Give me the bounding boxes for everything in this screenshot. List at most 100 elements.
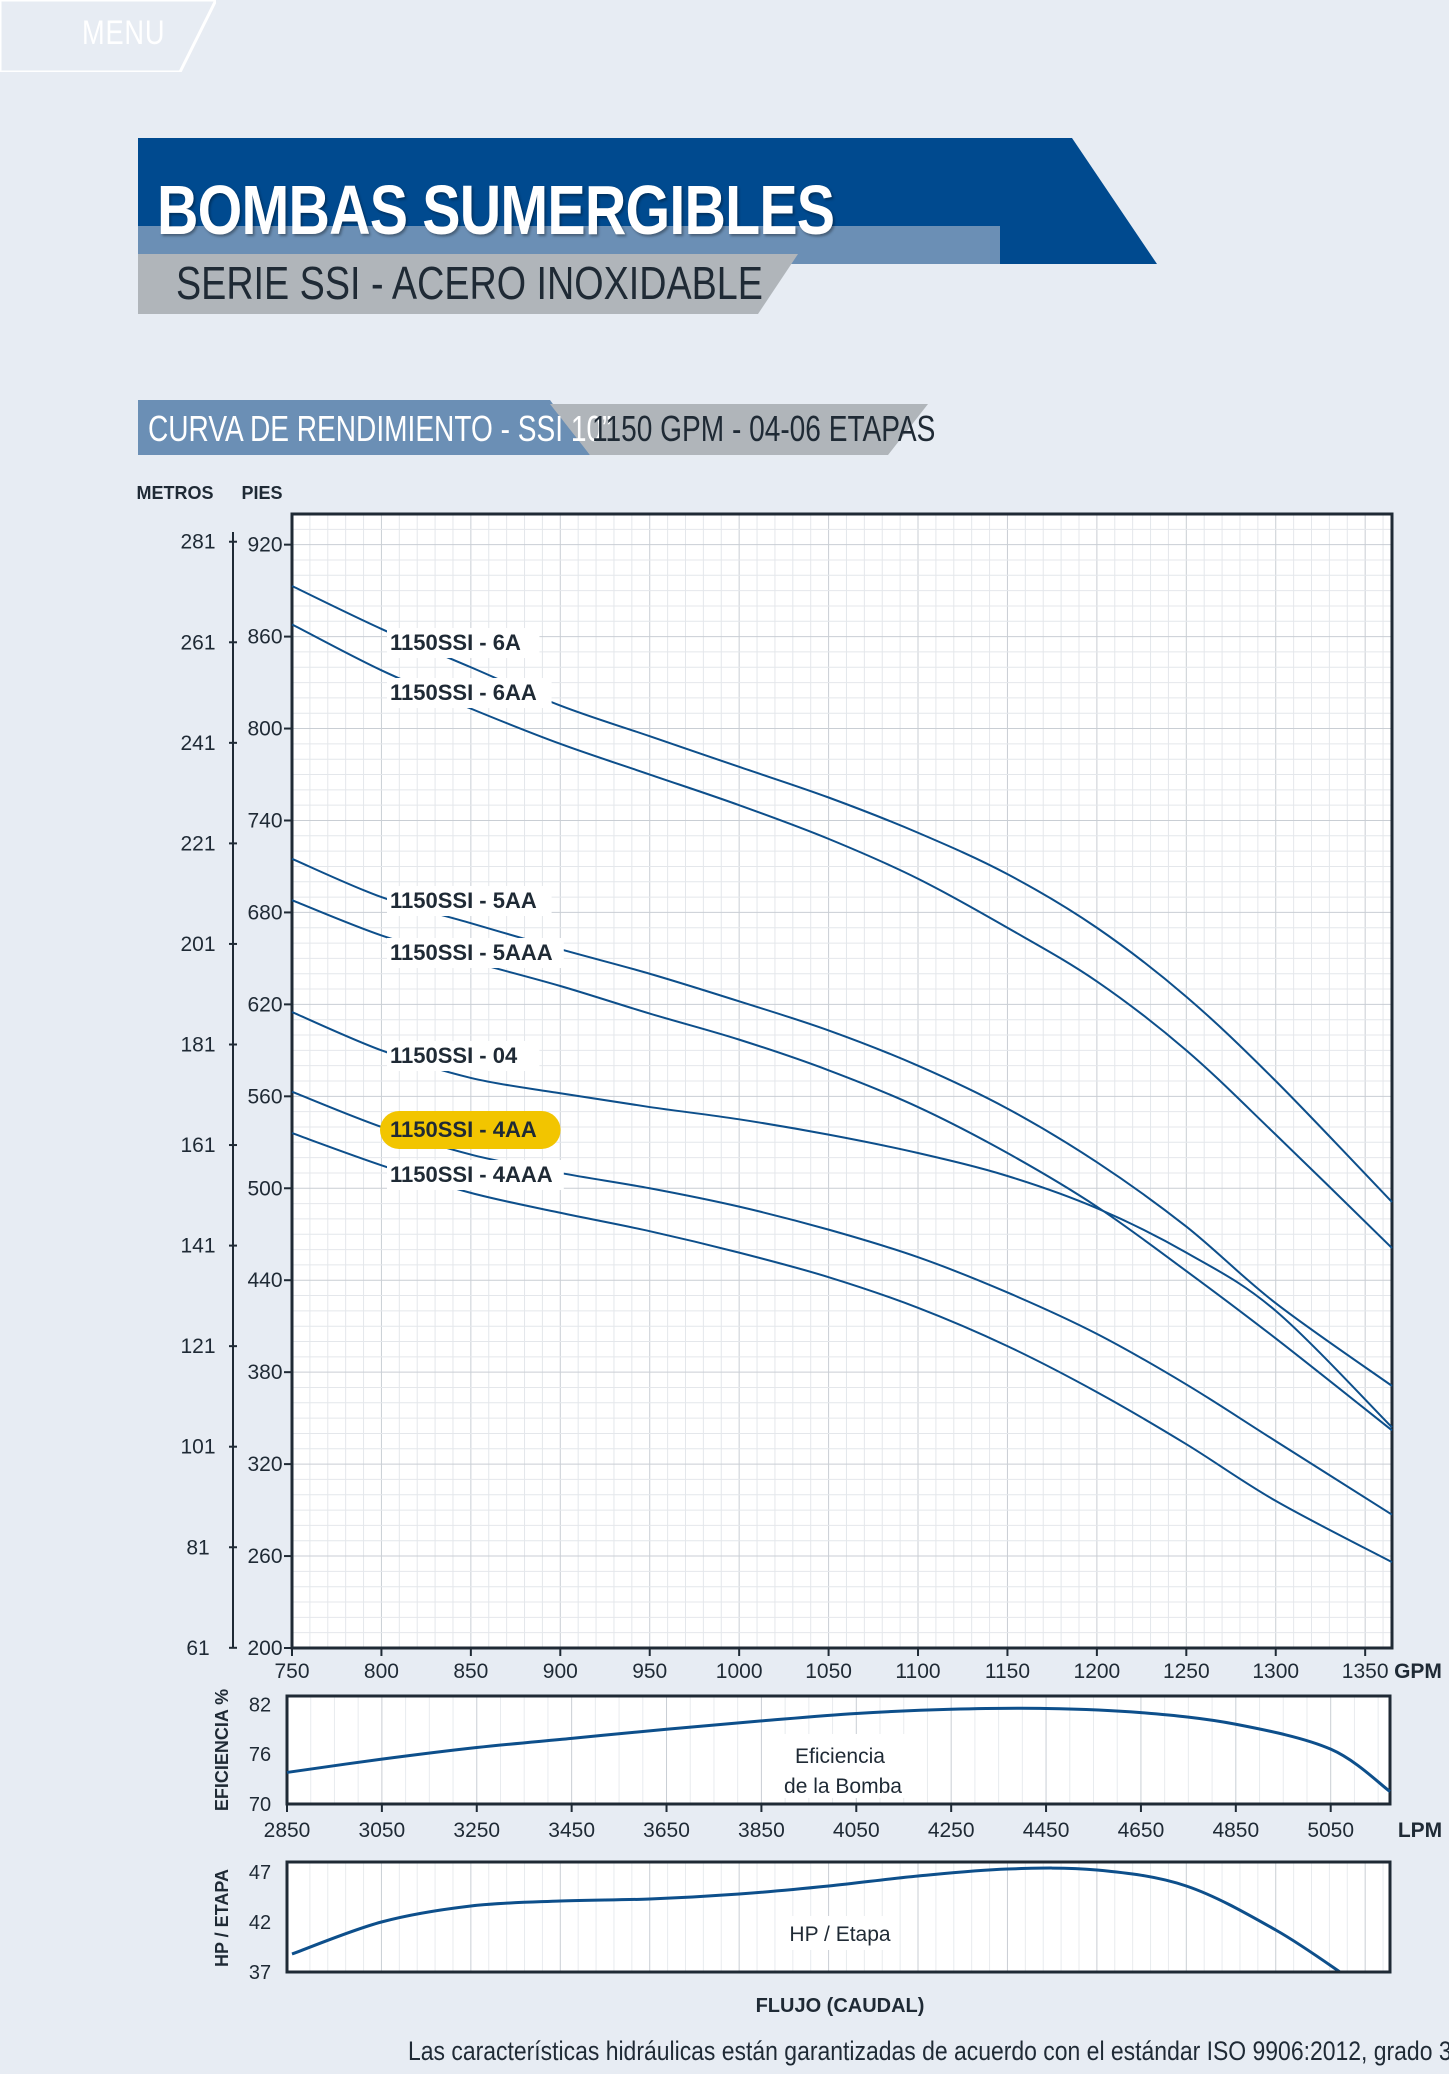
eff-x-tick-label: 4450 xyxy=(1023,1819,1070,1842)
pies-tick-label: 260 xyxy=(247,1545,282,1568)
series-label: 1150SSI - 6AA xyxy=(390,680,537,705)
eff-series-line xyxy=(286,1706,1391,1793)
pies-tick-label: 200 xyxy=(247,1637,282,1660)
hp-y-tick-label: 37 xyxy=(249,1962,271,1984)
pies-tick-label: 560 xyxy=(247,1085,282,1108)
series-label-bg xyxy=(387,1041,540,1071)
pies-tick-label: 440 xyxy=(247,1269,282,1292)
series-line xyxy=(291,1132,1393,1564)
x-tick-label: 1100 xyxy=(895,1660,940,1683)
series-line xyxy=(291,1011,1393,1429)
hp-frame xyxy=(285,1860,1392,1974)
pies-tick-label: 380 xyxy=(247,1361,282,1384)
eff-x-tick-label: 4650 xyxy=(1118,1819,1165,1842)
series-line xyxy=(291,585,1393,1203)
metros-tick-label: 61 xyxy=(186,1637,209,1660)
series-label: 1150SSI - 04 xyxy=(390,1043,518,1068)
x-tick-label: 850 xyxy=(453,1660,488,1683)
menu-tab-shape xyxy=(0,0,216,72)
eff-x-tick-label: 3850 xyxy=(738,1819,785,1842)
eff-y-tick-label: 82 xyxy=(249,1694,271,1716)
subtitle-band xyxy=(138,254,798,314)
eff-x-axis-unit: LPM xyxy=(1398,1819,1442,1842)
metros-tick-label: 81 xyxy=(186,1536,209,1559)
metros-axis-label: METROS xyxy=(136,483,213,503)
metros-tick-label: 161 xyxy=(180,1134,215,1157)
flow-axis-label: FLUJO (CAUDAL) xyxy=(756,1995,925,2017)
metros-tick-label: 261 xyxy=(180,631,215,654)
metros-tick-label: 201 xyxy=(180,933,215,956)
series-label: 1150SSI - 5AAA xyxy=(390,940,553,965)
eff-x-tick-label: 4050 xyxy=(833,1819,880,1842)
eff-x-tick-label: 3450 xyxy=(548,1819,595,1842)
series-line xyxy=(291,857,1393,1387)
head-chart: 750 800 850 900 950 1000 1050 1100 1150 1200 1250 1… xyxy=(136,483,1441,1683)
pies-tick-label: 920 xyxy=(247,534,282,557)
metros-tick-label: 241 xyxy=(180,732,215,755)
menu-button[interactable]: MENU xyxy=(82,14,166,52)
hp-y-tick-label: 47 xyxy=(249,1862,271,1884)
hp-annotation: HP / Etapa xyxy=(789,1923,890,1946)
eff-frame xyxy=(285,1694,1392,1806)
pies-axis-label: PIES xyxy=(241,483,282,503)
x-tick-label: 1150 xyxy=(985,1660,1030,1683)
page-subtitle: SERIE SSI - ACERO INOXIDABLE xyxy=(176,257,763,309)
pies-tick-label: 620 xyxy=(247,993,282,1016)
series-label: 1150SSI - 5AA xyxy=(390,888,537,913)
section-spec: 1150 GPM - 04-06 ETAPAS xyxy=(592,408,936,449)
eff-x-tick-label: 3650 xyxy=(643,1819,690,1842)
x-tick-label: 1200 xyxy=(1074,1660,1121,1683)
plot-frame xyxy=(290,512,1394,1650)
series-label-bg xyxy=(387,678,552,708)
eff-annotation-bg xyxy=(770,1734,910,1798)
pies-tick-label: 860 xyxy=(247,626,282,649)
pies-tick-label: 740 xyxy=(247,809,282,832)
eff-x-tick-label: 5050 xyxy=(1307,1819,1354,1842)
section-label-band xyxy=(138,400,590,455)
hp-chart: 47 42 37 HP / ETAPA HP / Etapa FLUJO (CAUDAL) xyxy=(212,1860,1392,2017)
section-label: CURVA DE RENDIMIENTO - SSI 10” xyxy=(148,408,612,449)
eff-x-tick-label: 3250 xyxy=(453,1819,500,1842)
series-label-bg xyxy=(387,886,552,916)
series-line xyxy=(291,623,1393,1249)
x-axis-unit: GPM xyxy=(1394,1660,1442,1683)
eff-y-tick-label: 76 xyxy=(249,1744,271,1766)
page-title: BOMBAS SUMERGIBLES xyxy=(157,171,835,249)
footnote: Las características hidráulicas están ga… xyxy=(408,2036,1449,2066)
x-tick-label: 950 xyxy=(632,1660,667,1683)
x-tick-label: 800 xyxy=(364,1660,399,1683)
metros-tick-label: 101 xyxy=(180,1436,215,1459)
hp-annotation-bg xyxy=(788,1916,890,1950)
x-tick-label: 1000 xyxy=(716,1660,763,1683)
series-line xyxy=(291,1090,1393,1516)
x-tick-label: 1250 xyxy=(1163,1660,1210,1683)
menu-tab[interactable]: MENU xyxy=(0,0,216,72)
efficiency-chart: 82 76 70 2850 3050 3250 3450 3650 3850 4050 4250 44… xyxy=(212,1689,1442,1842)
metros-tick-label: 121 xyxy=(180,1335,215,1358)
x-tick-label: 1350 xyxy=(1342,1660,1389,1683)
pies-tick-label: 320 xyxy=(247,1453,282,1476)
x-tick-label: 1300 xyxy=(1252,1660,1299,1683)
pies-tick-label: 680 xyxy=(247,901,282,924)
metros-tick-label: 141 xyxy=(180,1235,215,1258)
series-label-bg xyxy=(387,938,564,968)
eff-annotation: de la Bomba xyxy=(784,1775,902,1798)
eff-x-tick-label: 4850 xyxy=(1212,1819,1259,1842)
eff-x-tick-label: 2850 xyxy=(264,1819,311,1842)
pies-tick-label: 800 xyxy=(247,718,282,741)
metros-tick-label: 221 xyxy=(180,832,215,855)
series-label: 1150SSI - 4AAA xyxy=(390,1162,553,1187)
eff-x-tick-label: 4250 xyxy=(928,1819,975,1842)
eff-axis-label: EFICIENCIA % xyxy=(212,1689,232,1811)
header-graphic xyxy=(138,138,1157,455)
x-tick-label: 750 xyxy=(274,1660,309,1683)
metros-tick-label: 181 xyxy=(180,1033,215,1056)
section-spec-band xyxy=(550,404,928,455)
hp-series-line xyxy=(291,1866,1343,1972)
x-tick-label: 1050 xyxy=(805,1660,852,1683)
hp-axis-label: HP / ETAPA xyxy=(212,1869,232,1967)
x-tick-label: 900 xyxy=(543,1660,578,1683)
eff-x-tick-label: 3050 xyxy=(359,1819,406,1842)
series-label: 1150SSI - 4AA xyxy=(390,1117,537,1142)
